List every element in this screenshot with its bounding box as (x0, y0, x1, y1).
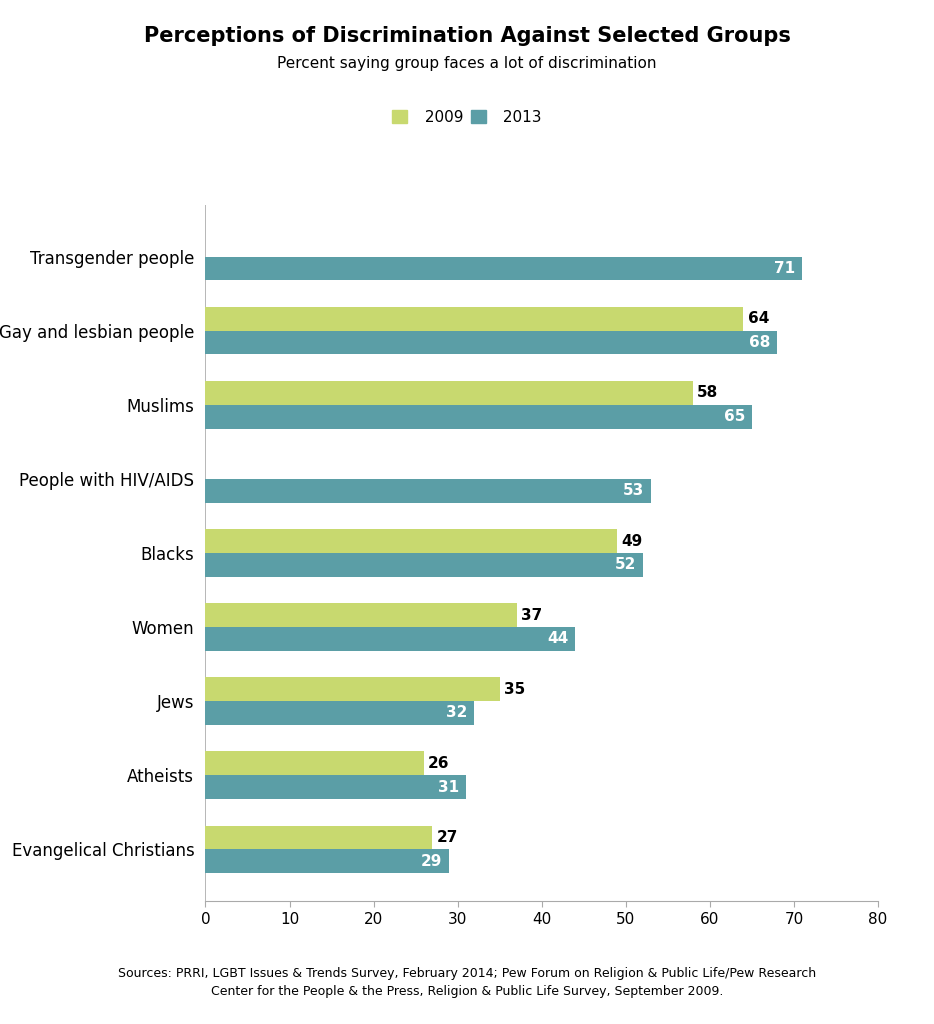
Text: 52: 52 (615, 557, 636, 572)
Text: 49: 49 (621, 534, 643, 549)
Text: 71: 71 (774, 261, 796, 276)
Bar (205, 404, 752, 428)
Text: Sources: PRRI, LGBT Issues & Trends Survey, February 2014; Pew Forum on Religion: Sources: PRRI, LGBT Issues & Trends Surv… (118, 968, 816, 998)
Bar (205, 701, 474, 725)
Bar (205, 752, 424, 775)
Text: 31: 31 (438, 779, 460, 795)
Bar (205, 307, 743, 331)
Text: 26: 26 (428, 756, 450, 771)
Bar (205, 553, 643, 577)
Bar (205, 775, 466, 799)
Text: Perceptions of Discrimination Against Selected Groups: Perceptions of Discrimination Against Se… (144, 26, 790, 46)
Text: 65: 65 (724, 410, 745, 424)
Bar (205, 529, 617, 553)
Bar (205, 479, 651, 503)
Text: 64: 64 (747, 311, 769, 327)
Bar (205, 603, 517, 627)
Bar (205, 825, 432, 849)
Text: 68: 68 (749, 335, 771, 350)
Bar (205, 331, 777, 354)
Text: 27: 27 (437, 829, 458, 845)
Bar (205, 849, 449, 873)
Bar (205, 678, 500, 701)
Text: 29: 29 (421, 854, 443, 868)
Text: Percent saying group faces a lot of discrimination: Percent saying group faces a lot of disc… (277, 56, 657, 72)
Legend:  2009,  2013: 2009, 2013 (388, 104, 546, 129)
Text: 32: 32 (446, 706, 468, 721)
Bar (205, 627, 575, 650)
Bar (205, 257, 802, 281)
Text: 44: 44 (547, 632, 569, 646)
Text: 37: 37 (521, 607, 542, 623)
Text: 58: 58 (697, 385, 718, 400)
Text: 53: 53 (623, 483, 644, 499)
Bar (205, 381, 693, 404)
Text: 35: 35 (504, 682, 525, 696)
